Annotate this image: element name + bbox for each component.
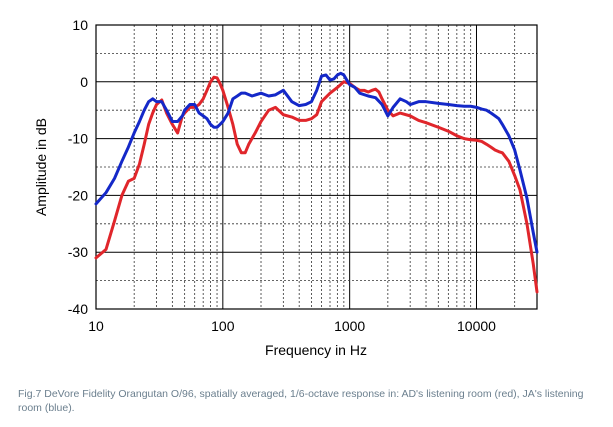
figure-caption: Fig.7 DeVore Fidelity Orangutan O/96, sp… xyxy=(18,388,584,414)
x-tick-labels: 10 100 1000 10000 xyxy=(88,318,496,334)
x-tick-label: 10 xyxy=(88,318,104,334)
series-red-line xyxy=(94,75,539,294)
y-tick-label: -30 xyxy=(68,244,88,260)
grid-layer xyxy=(96,25,537,309)
y-tick-label: 10 xyxy=(72,17,88,33)
y-tick-labels: 10 0 -10 -20 -30 -40 xyxy=(68,17,88,317)
y-tick-label: -20 xyxy=(68,187,88,203)
y-tick-label: 0 xyxy=(80,74,88,90)
series-blue-line xyxy=(94,71,539,254)
frequency-response-chart: 100-10-20-30-40 10 100 1000 10000 Frequency… xyxy=(33,17,539,358)
series-layer xyxy=(94,71,539,294)
y-tick-label: -40 xyxy=(68,301,88,317)
plot-frame xyxy=(95,24,538,310)
y-tick-label: -10 xyxy=(68,131,88,147)
x-tick-label: 10000 xyxy=(457,318,496,334)
x-tick-label: 1000 xyxy=(334,318,365,334)
x-tick-label: 100 xyxy=(211,318,235,334)
y-axis-title: Amplitude in dB xyxy=(33,118,49,216)
x-axis-title: Frequency in Hz xyxy=(265,342,367,358)
